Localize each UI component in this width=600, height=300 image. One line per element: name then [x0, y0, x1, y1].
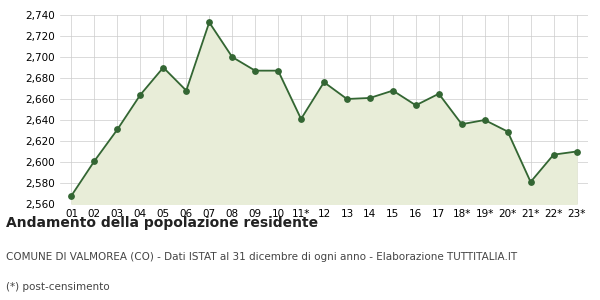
Point — [319, 80, 329, 85]
Point — [457, 122, 467, 127]
Point — [572, 149, 581, 154]
Point — [273, 68, 283, 73]
Text: (*) post-censimento: (*) post-censimento — [6, 282, 110, 292]
Text: Andamento della popolazione residente: Andamento della popolazione residente — [6, 216, 318, 230]
Point — [205, 20, 214, 25]
Point — [67, 193, 76, 198]
Point — [89, 158, 99, 163]
Point — [480, 118, 490, 122]
Point — [434, 91, 443, 96]
Point — [227, 55, 237, 59]
Point — [503, 129, 512, 134]
Point — [113, 127, 122, 132]
Point — [250, 68, 260, 73]
Point — [411, 103, 421, 108]
Point — [365, 95, 375, 100]
Point — [181, 88, 191, 93]
Point — [388, 88, 398, 93]
Point — [342, 97, 352, 101]
Point — [158, 65, 168, 70]
Point — [296, 116, 306, 121]
Point — [549, 152, 559, 157]
Text: COMUNE DI VALMOREA (CO) - Dati ISTAT al 31 dicembre di ogni anno - Elaborazione : COMUNE DI VALMOREA (CO) - Dati ISTAT al … — [6, 252, 517, 262]
Point — [136, 92, 145, 97]
Point — [526, 179, 535, 184]
